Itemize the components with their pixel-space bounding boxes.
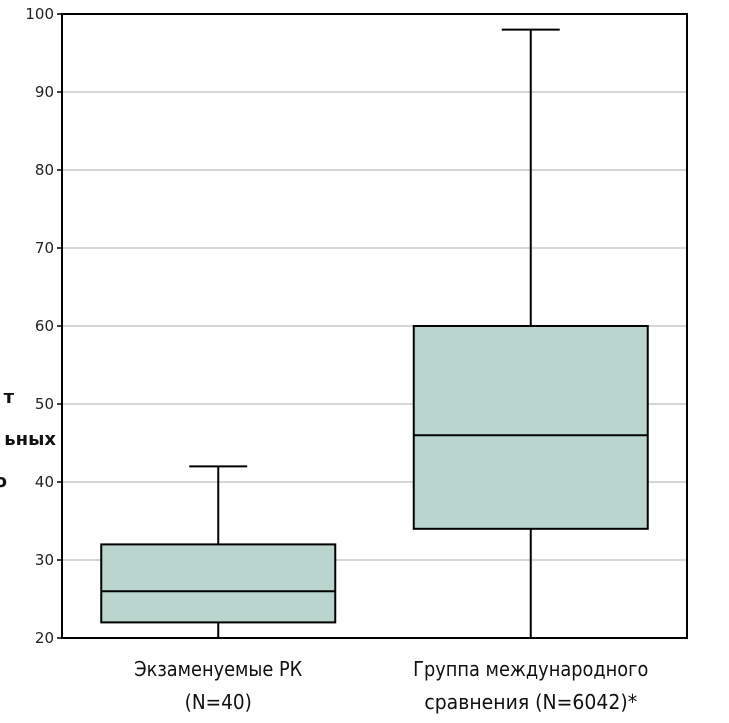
y-tick-label-30: 30	[35, 551, 54, 569]
category-labels: Экзаменуемые РК (N=40) Группа международно…	[134, 657, 648, 714]
category-label-2-line-1: Группа международного	[413, 657, 648, 681]
box-2	[412, 28, 649, 638]
y-tick-label-40: 40	[35, 473, 54, 491]
iqr-box	[100, 543, 337, 624]
y-axis-label-fragment-2: ьных	[4, 429, 56, 450]
y-tick-label-20: 20	[35, 629, 54, 647]
y-axis-label-fragment-1: т	[4, 387, 15, 408]
y-tick-label-70: 70	[35, 239, 54, 257]
box-1	[100, 465, 337, 638]
category-label-2-line-2: сравнения (N=6042)*	[424, 690, 637, 714]
iqr-box	[412, 325, 649, 530]
category-label-1-line-2: (N=40)	[185, 690, 252, 714]
grid-lines	[62, 91, 687, 561]
y-axis-label-fragment-3: о	[0, 471, 7, 492]
y-tick-label-60: 60	[35, 317, 54, 335]
y-tick-label-50: 50	[35, 395, 54, 413]
boxes	[100, 28, 649, 638]
y-tick-label-100: 100	[25, 5, 54, 23]
y-tick-label-80: 80	[35, 161, 54, 179]
y-axis-label-fragments: т ьных о	[0, 387, 56, 492]
category-label-1-line-1: Экзаменуемые РК	[134, 657, 302, 681]
y-tick-label-90: 90	[35, 83, 54, 101]
y-tick-labels: 20 30 40 50 60 70 80 90 100	[25, 5, 62, 647]
